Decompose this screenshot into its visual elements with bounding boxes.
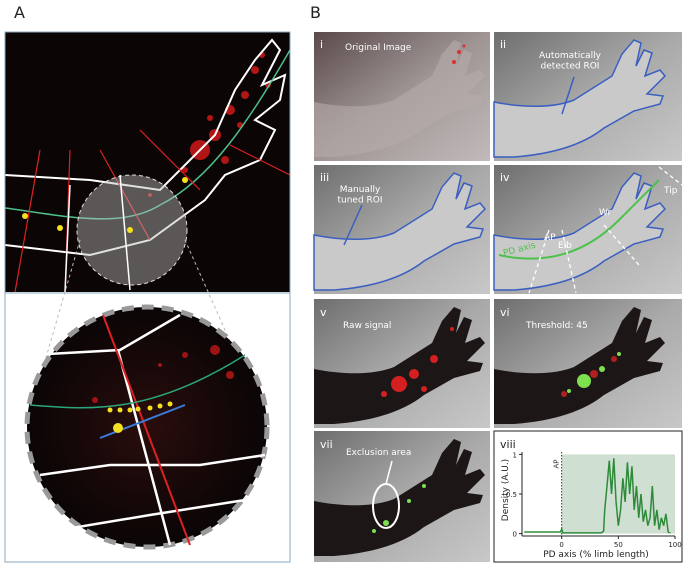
- panel-a-frame: [4, 31, 291, 563]
- caption: Raw signal: [343, 321, 391, 331]
- numeral: viii: [500, 438, 516, 451]
- panel-vi: [494, 299, 682, 428]
- caption: Threshold: 45: [525, 321, 588, 331]
- landmark: Wr: [599, 208, 611, 218]
- panel-label: A: [14, 3, 25, 22]
- landmark: Elb: [558, 241, 572, 251]
- numeral: v: [320, 306, 327, 319]
- panel-iv: [493, 165, 683, 294]
- x-tick-label: 50: [614, 541, 623, 549]
- panel-a-top: [5, 32, 290, 292]
- x-tick-label: 0: [559, 541, 563, 549]
- landmark: Tip: [663, 186, 678, 196]
- panel-ii: [493, 32, 682, 161]
- landmark: AP: [544, 233, 556, 243]
- numeral: i: [320, 38, 323, 51]
- panel-label: B: [310, 3, 321, 22]
- y-tick-label: 1: [513, 451, 517, 459]
- panel-i: [314, 32, 490, 161]
- panel-iii: [313, 165, 490, 294]
- caption: Automatically detected ROI: [539, 51, 602, 71]
- y-tick-label: 0.5: [506, 491, 517, 499]
- x-tick-label: 100: [668, 541, 681, 549]
- numeral: ii: [500, 38, 506, 51]
- numeral: vii: [320, 438, 333, 451]
- density-line: [524, 458, 671, 534]
- y-axis-label: Density (A.U.): [501, 459, 511, 521]
- x-axis-label: PD axis (% limb length): [543, 550, 649, 560]
- numeral: iii: [320, 171, 329, 184]
- panel-a-zoom: [24, 304, 270, 550]
- caption: Manually tuned ROI: [337, 185, 382, 205]
- caption: Original Image: [345, 43, 412, 53]
- numeral: iv: [500, 171, 510, 184]
- numeral: vi: [500, 306, 510, 319]
- ap-label: AP: [553, 459, 561, 468]
- panel-vii: [314, 431, 490, 562]
- chart: 0 0.5 1 0 50 100 AP: [506, 451, 682, 549]
- panel-v: [314, 299, 490, 428]
- caption: Exclusion area: [346, 448, 411, 458]
- y-tick-label: 0: [513, 531, 517, 539]
